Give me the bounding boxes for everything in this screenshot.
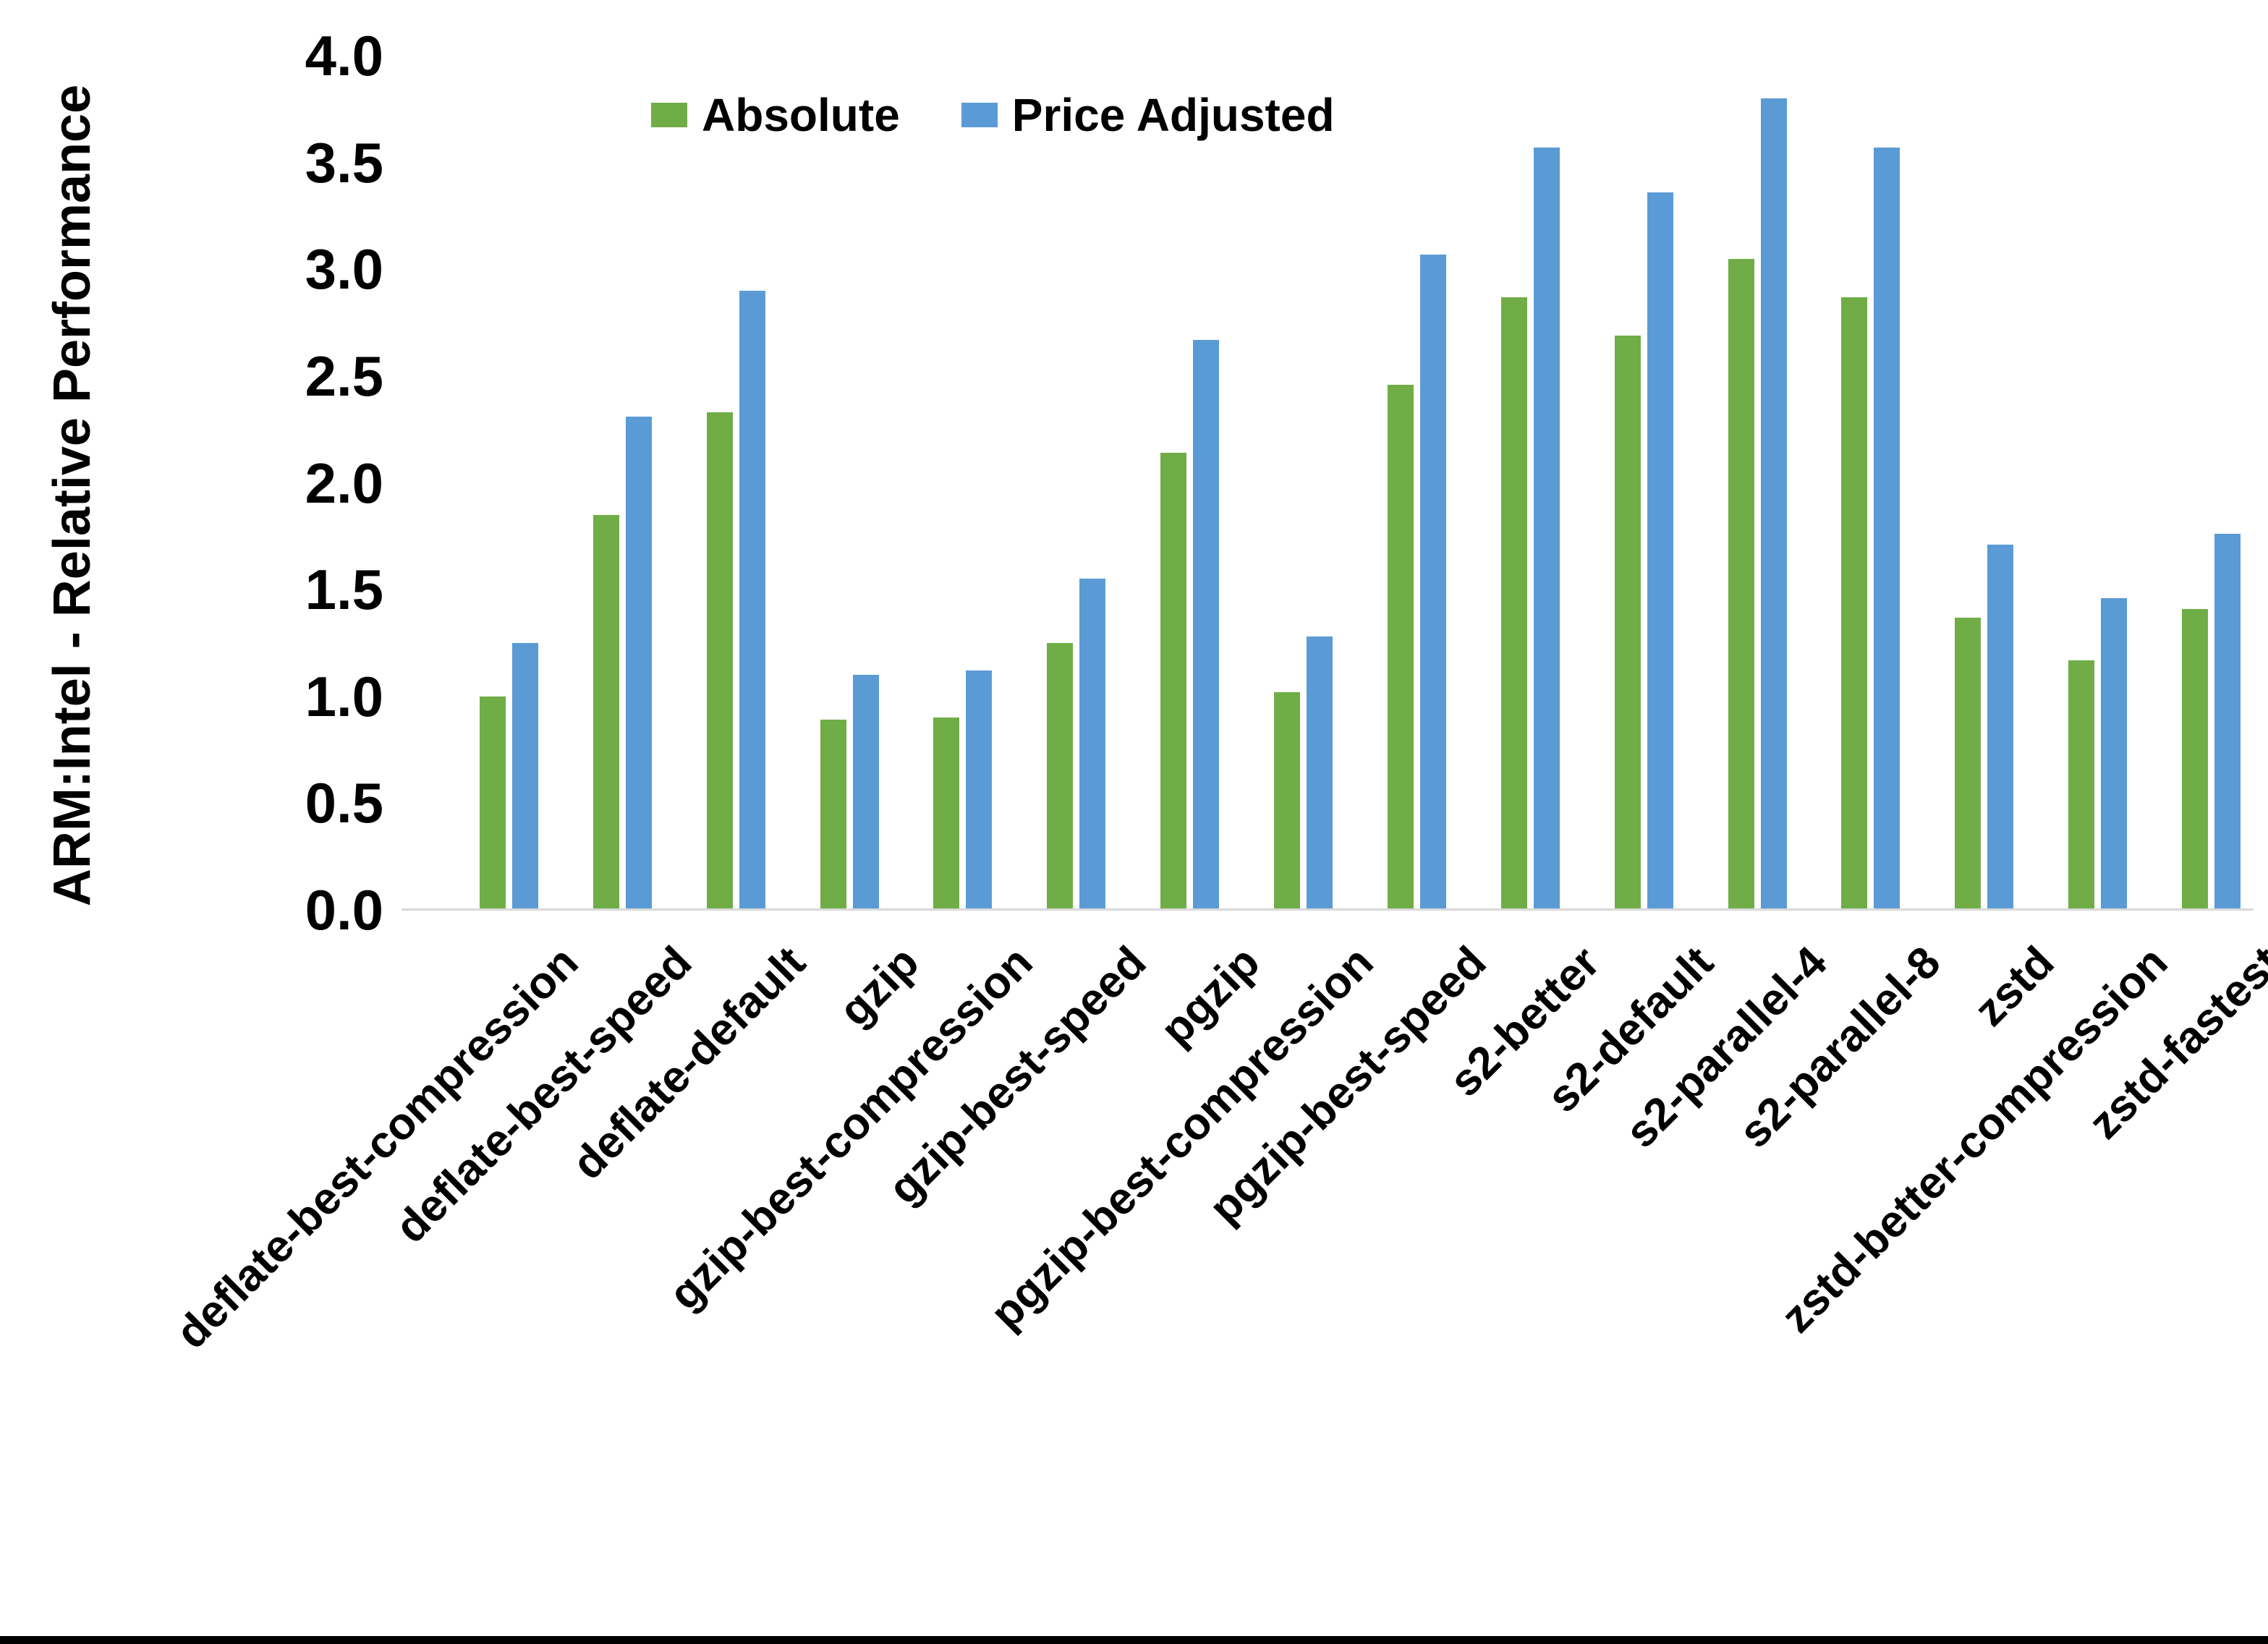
bar-price-adjusted [1760, 98, 1787, 910]
bar-absolute [933, 717, 960, 910]
bar-price-adjusted [852, 675, 879, 910]
y-tick-label: 1.0 [305, 664, 383, 728]
bar-price-adjusted [511, 642, 538, 910]
bar-absolute [1955, 617, 1982, 910]
bar-group [679, 56, 793, 910]
bar-group [906, 56, 1020, 910]
bar-absolute [1387, 384, 1414, 910]
bar-absolute [1160, 453, 1187, 910]
legend-label: Price Adjusted [1011, 89, 1335, 141]
bar-price-adjusted [2101, 597, 2128, 910]
bar-absolute [706, 412, 733, 910]
bar-group [793, 56, 906, 910]
bar-absolute [1047, 642, 1074, 910]
bar-absolute [1841, 297, 1868, 910]
y-tick-label: 3.0 [305, 237, 383, 302]
bar-group [1246, 56, 1360, 910]
legend-swatch-icon [651, 103, 687, 127]
bar-group [2154, 56, 2268, 910]
bar-group [1133, 56, 1246, 910]
y-tick-label: 4.0 [305, 24, 383, 88]
bar-absolute [2182, 608, 2209, 910]
bar-price-adjusted [1647, 192, 1673, 910]
y-tick-label: 3.5 [305, 130, 383, 195]
y-tick-label: 1.5 [305, 558, 383, 622]
bar-absolute [1728, 258, 1754, 910]
bar-group [1587, 56, 1701, 910]
y-tick-label: 0.0 [305, 878, 383, 942]
bar-price-adjusted [739, 290, 765, 910]
bar-price-adjusted [1307, 636, 1333, 910]
legend: Absolute Price Adjusted [651, 88, 1335, 142]
legend-label: Absolute [702, 89, 900, 141]
y-axis-title: ARM:Intel - Relative Performance [43, 84, 101, 907]
bar-group [1701, 56, 1814, 910]
bar-price-adjusted [625, 416, 652, 910]
y-tick-label: 0.5 [305, 771, 383, 835]
bar-group [452, 56, 566, 910]
bottom-border-bar [0, 1636, 2268, 1644]
bar-price-adjusted [1874, 147, 1900, 910]
bar-absolute [479, 696, 506, 910]
plot-bars [452, 56, 2268, 910]
bar-price-adjusted [1079, 579, 1106, 910]
bar-absolute [820, 720, 846, 910]
bar-group [566, 56, 679, 910]
bar-price-adjusted [1193, 339, 1220, 910]
bar-price-adjusted [966, 670, 993, 910]
legend-item: Price Adjusted [961, 88, 1335, 142]
bar-price-adjusted [1987, 545, 2014, 910]
x-axis-line [402, 908, 2254, 911]
bar-group [1019, 56, 1133, 910]
bar-group [1360, 56, 1474, 910]
bar-group [2041, 56, 2154, 910]
bar-price-adjusted [1533, 147, 1560, 910]
bar-price-adjusted [1419, 254, 1446, 910]
bar-group [1474, 56, 1587, 910]
bar-absolute [593, 514, 619, 910]
y-tick-label: 2.0 [305, 451, 383, 515]
bar-group [1814, 56, 1928, 910]
bar-group [1927, 56, 2041, 910]
bar-absolute [2068, 660, 2095, 910]
y-tick-label: 2.5 [305, 344, 383, 408]
bar-absolute [1274, 691, 1301, 910]
bar-price-adjusted [2214, 534, 2241, 910]
legend-item: Absolute [651, 88, 900, 142]
bar-absolute [1614, 335, 1641, 910]
legend-swatch-icon [961, 103, 998, 127]
bar-absolute [1500, 297, 1527, 910]
